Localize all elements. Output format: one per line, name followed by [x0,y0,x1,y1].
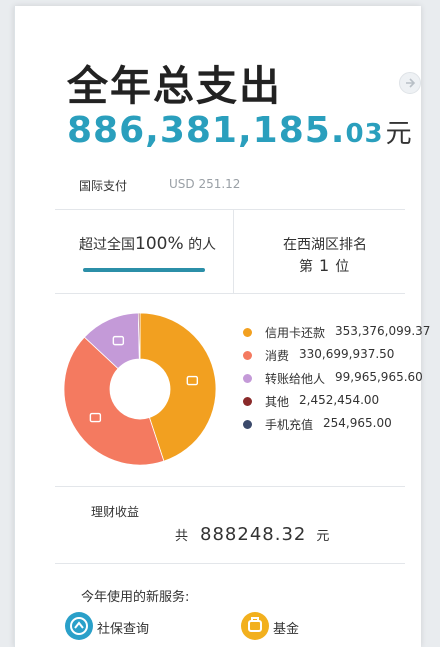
legend-dot [243,420,252,429]
transfer-icon [112,335,125,346]
beat-suffix: 的人 [188,237,217,253]
international-payment-value: USD 251.12 [169,177,241,191]
donut-slice [63,336,165,466]
card-icon [186,375,199,386]
legend-value: 353,376,099.37 [335,324,431,338]
international-payment-label: 国际支付 [79,179,128,193]
legend-dot [243,374,252,383]
spending-donut-chart [63,312,217,466]
legend-dot [243,328,252,337]
finance-income-label: 理财收益 [91,505,140,519]
total-amount: 886,381,185.03元 [67,110,413,151]
divider [55,486,405,487]
rank-suffix: 位 [335,259,350,275]
service-label: 社保查询 [97,622,150,637]
district-rank-label: 在西湖区排名 [283,237,367,253]
rank-prefix: 第 [299,259,313,275]
donut-slice [139,312,217,462]
finance-unit: 元 [316,529,330,544]
beat-progress-bar [83,268,205,272]
amount-decimal: 03 [345,119,384,149]
service-label: 基金 [273,622,300,637]
beat-percent: 100% [135,234,184,254]
legend-label: 手机充值 [265,418,314,432]
divider [55,209,405,210]
divider [233,209,234,293]
annual-report-card: 全年总支出 886,381,185.03元 国际支付 USD 251.12 超过… [14,6,430,647]
beat-prefix: 超过全国 [79,237,135,253]
page-title: 全年总支出 [67,62,282,110]
legend-value: 2,452,454.00 [299,393,380,407]
legend-dot [243,397,252,406]
legend-value: 99,965,965.60 [335,370,423,384]
legend-label: 其他 [265,395,290,409]
new-services-label: 今年使用的新服务: [81,590,190,605]
finance-amount: 888248.32 [200,524,307,545]
legend-dot [243,351,252,360]
finance-prefix: 共 [175,529,189,544]
share-icon[interactable] [399,72,421,94]
beat-percentage-text: 超过全国100% 的人 [79,234,216,254]
legend-value: 330,699,937.50 [299,347,395,361]
finance-income-value: 共 888248.32 元 [175,524,329,545]
bag-icon [89,412,102,423]
legend-label: 转账给他人 [265,372,326,386]
rank-number: 1 [319,256,330,275]
social-security-icon [65,612,93,640]
divider [55,563,405,564]
amount-unit: 元 [385,119,413,149]
legend-value: 254,965.00 [323,416,392,430]
legend-label: 消费 [265,349,290,363]
divider [55,293,405,294]
legend-label: 信用卡还款 [265,326,326,340]
amount-main: 886,381,185. [67,110,346,151]
fund-icon [241,612,269,640]
